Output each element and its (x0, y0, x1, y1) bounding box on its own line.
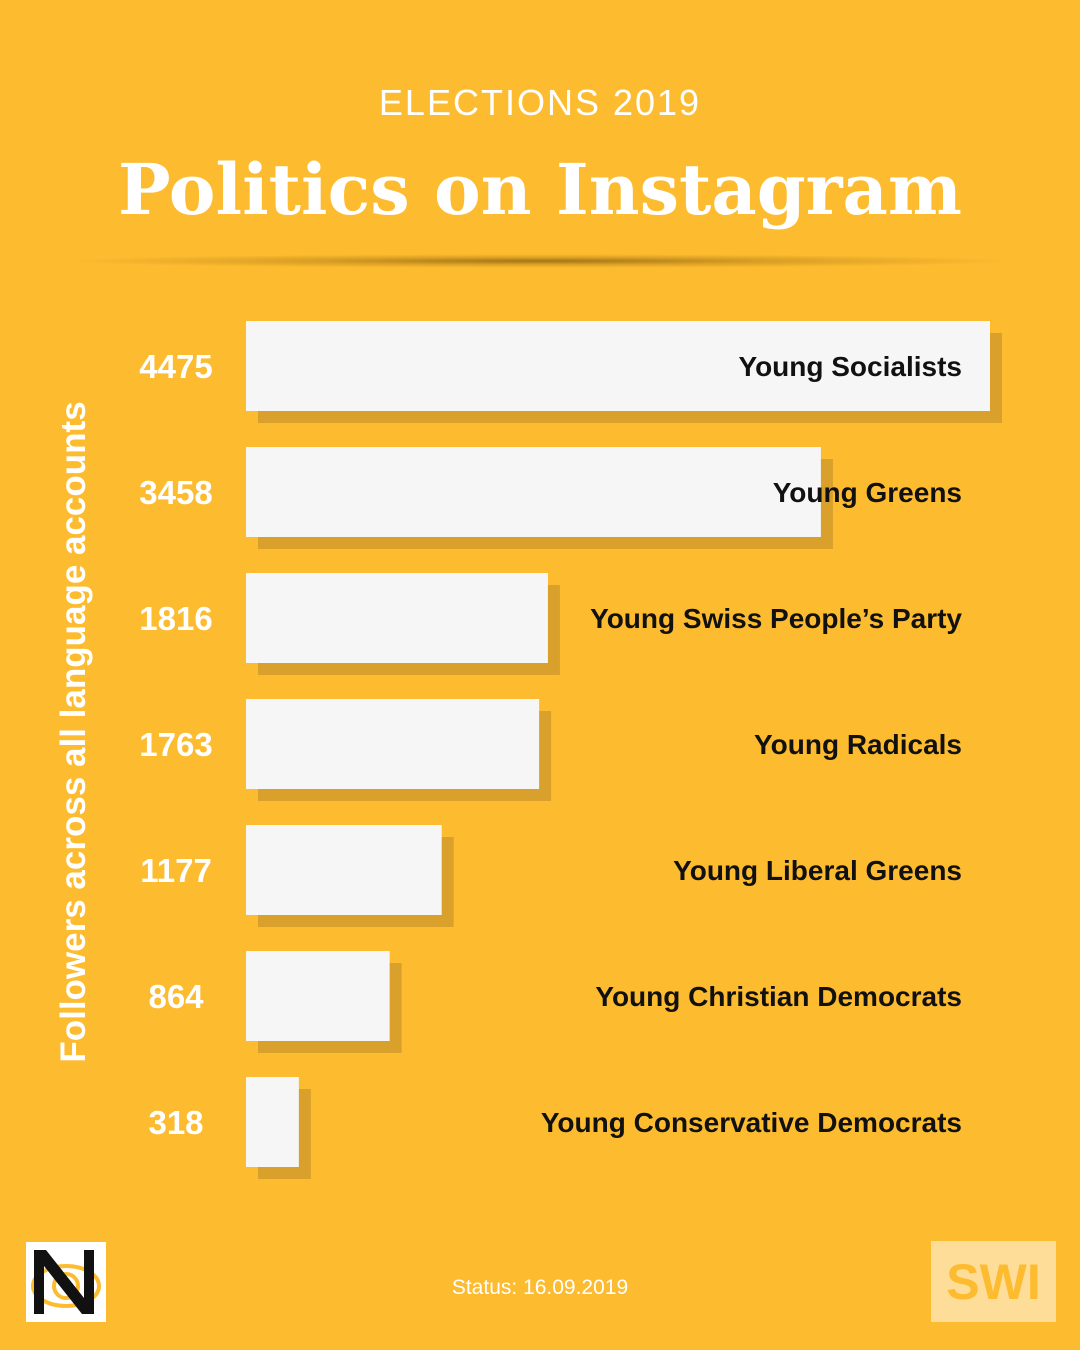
left-logo (26, 1242, 106, 1322)
value-label: 1177 (140, 852, 212, 889)
bar (246, 321, 990, 411)
category-label: Young Greens (773, 477, 962, 508)
category-label: Young Liberal Greens (673, 855, 962, 886)
category-label: Young Radicals (754, 729, 962, 760)
status-date: Status: 16.09.2019 (451, 1276, 629, 1299)
swi-logo: SWI (931, 1241, 1056, 1322)
bar (246, 573, 548, 663)
value-label: 4475 (139, 348, 212, 385)
chart-title: Politics on Instagram (118, 148, 962, 231)
title-divider (60, 254, 1020, 268)
category-label: Young Conservative Democrats (541, 1107, 962, 1138)
value-label: 864 (148, 978, 204, 1015)
category-label: Young Swiss People’s Party (590, 603, 962, 634)
value-label: 1763 (139, 726, 212, 763)
category-label: Young Christian Democrats (595, 981, 962, 1012)
n-logo-icon (31, 1250, 101, 1314)
category-label: Young Socialists (738, 351, 962, 382)
bar (246, 951, 390, 1041)
kicker-title: ELECTIONS 2019 (378, 82, 702, 123)
bar (246, 447, 821, 537)
value-label: 318 (148, 1104, 203, 1141)
bar (246, 825, 442, 915)
bar (246, 699, 540, 789)
value-label: 3458 (139, 474, 212, 511)
value-label: 1816 (139, 600, 212, 637)
bar (246, 1077, 299, 1167)
